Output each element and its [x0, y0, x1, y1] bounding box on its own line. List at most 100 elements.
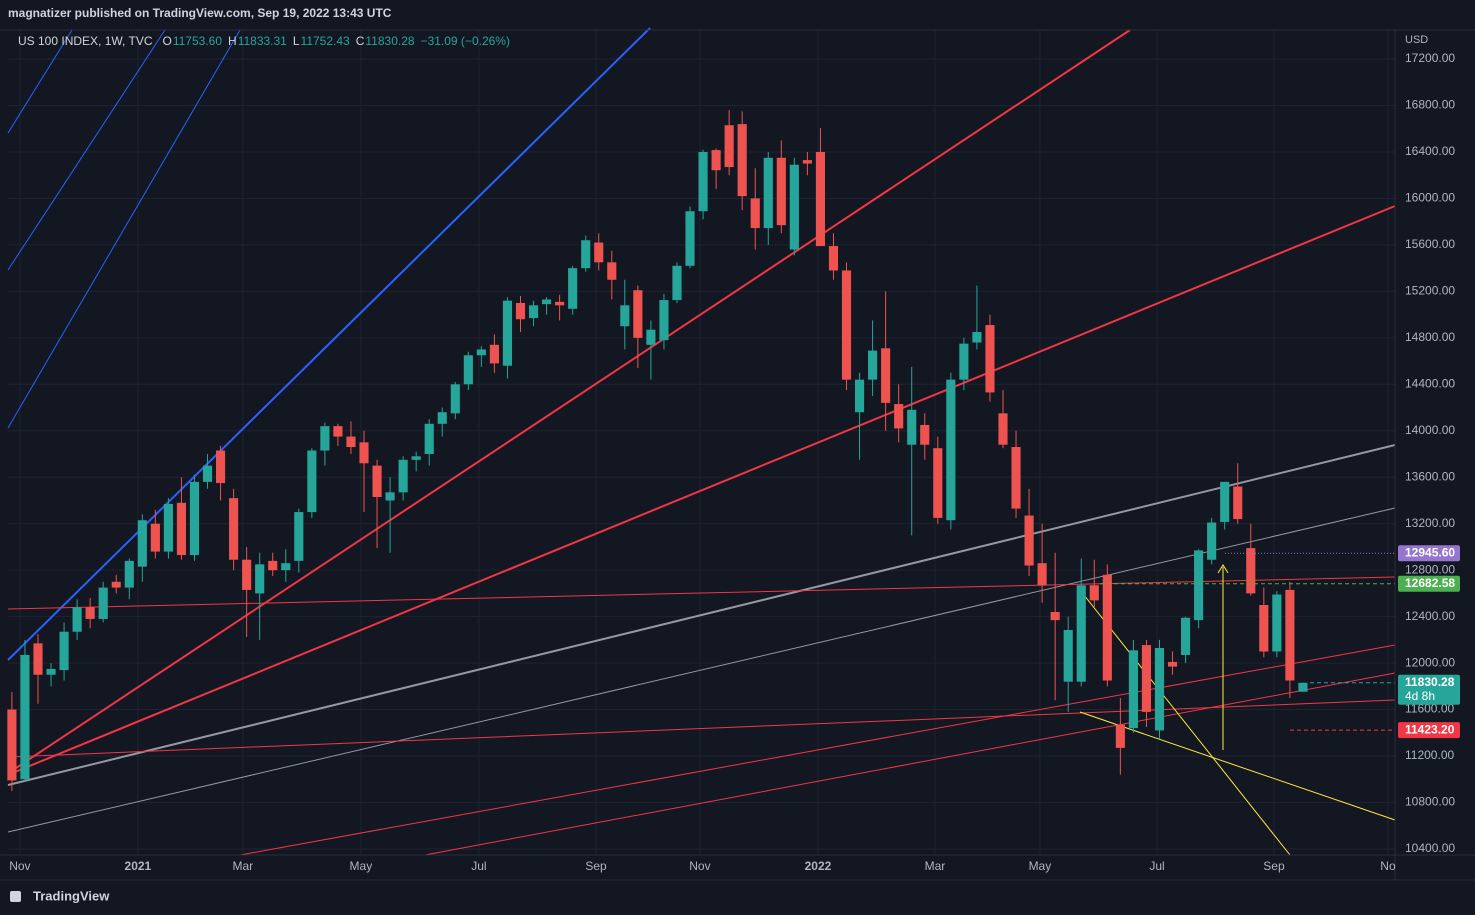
candle-body [1298, 682, 1308, 692]
candle-body [437, 412, 447, 424]
candle-body [189, 481, 200, 556]
x-tick-label: 2022 [805, 859, 832, 873]
candles [7, 110, 1308, 791]
candle-body [1024, 515, 1034, 566]
candle-body [528, 305, 539, 319]
candle-body [463, 355, 473, 385]
candle-body [894, 404, 904, 429]
brand: TradingView [33, 888, 110, 903]
candle-body [1115, 724, 1125, 748]
candle-body [20, 654, 30, 780]
candle-body [111, 581, 121, 588]
candle-body [98, 587, 108, 619]
candle-body [1272, 594, 1282, 652]
candle-body [1233, 486, 1243, 520]
y-tick-label: 13200.00 [1405, 516, 1455, 530]
y-tick-label: 13600.00 [1405, 469, 1455, 483]
axis: 10400.00 10800.00 11200.00 11600.00 12000.00… [9, 51, 1460, 873]
candle-body [581, 240, 591, 269]
price-axis [1395, 30, 1475, 880]
candle-body [763, 157, 773, 229]
candle-body [828, 246, 839, 271]
candle-body [620, 305, 630, 327]
x-tick-label: 2021 [125, 859, 152, 873]
symbol-title: US 100 INDEX, 1W, TVC [18, 34, 153, 48]
logo-icon [10, 891, 21, 902]
candle-body [672, 265, 682, 301]
candle-body [789, 164, 799, 250]
candle-body [685, 211, 695, 266]
candle-body [776, 157, 786, 226]
price-tag-label: 12682.58 [1405, 576, 1455, 590]
candle-body [1037, 563, 1047, 586]
candle-body [659, 300, 669, 341]
candle-body [1220, 481, 1230, 522]
trend-line [7, 27, 651, 661]
trend-line [7, 29, 166, 271]
y-tick-label: 15600.00 [1405, 237, 1455, 251]
candle-body [137, 520, 147, 567]
candle-body [1063, 629, 1073, 682]
candle-body [1194, 550, 1204, 621]
candle-body [920, 424, 930, 445]
trend-line [424, 672, 1396, 856]
x-tick-label: Nov [689, 859, 710, 873]
candle-body [1167, 661, 1178, 667]
candle-body [333, 426, 343, 437]
price-tag-label: 11830.28 [1405, 675, 1455, 689]
candle-body [646, 329, 656, 345]
candle-body [255, 564, 265, 594]
candle-body [268, 560, 278, 571]
overlay [1100, 552, 1395, 731]
x-tick-label: Mar [925, 859, 946, 873]
trend-line [9, 29, 1131, 773]
candle-body [33, 643, 43, 675]
candle-body [281, 563, 291, 571]
candle-body [907, 409, 917, 445]
candle-body [215, 450, 226, 484]
candle-body [1128, 650, 1138, 729]
y-tick-label: 11600.00 [1405, 702, 1454, 716]
legend-key: C [356, 34, 365, 48]
candle-body [202, 465, 213, 482]
candle-body [633, 290, 643, 338]
candle-body [1102, 574, 1112, 681]
candle-body [998, 413, 1008, 445]
candle-body [385, 492, 395, 501]
price-tag-label: 12945.60 [1405, 545, 1455, 559]
candle-body [85, 607, 95, 619]
candle-body [307, 450, 317, 513]
trend-line [7, 576, 1396, 610]
legend-value: 11830.28 [365, 34, 414, 48]
price-tag-label: 11423.20 [1405, 722, 1455, 736]
y-tick-label: 12800.00 [1405, 562, 1455, 576]
arrow-head [1217, 564, 1229, 574]
y-tick-label: 17200.00 [1405, 51, 1455, 65]
candle-body [985, 325, 995, 393]
legend-value: 11752.43 [301, 34, 350, 48]
y-tick-label: 15200.00 [1405, 284, 1455, 298]
candle-body [163, 503, 173, 552]
candle-body [1207, 522, 1217, 560]
candle-body [1141, 645, 1152, 712]
candle-body [150, 523, 160, 552]
trend-line [7, 444, 1396, 786]
candle-body [711, 150, 721, 171]
x-tick-label: May [1029, 859, 1052, 873]
candle-body [555, 301, 565, 306]
publisher: magnatizer published on TradingView.com,… [8, 6, 392, 20]
trend-line [7, 29, 241, 429]
candle-body [568, 268, 578, 309]
legend: US 100 INDEX, 1W, TVC O 11753.60 H 11833.31 L… [18, 34, 510, 48]
candle-body [229, 498, 239, 560]
candle-body [959, 343, 969, 380]
candle-body [841, 270, 852, 380]
candle-body [424, 423, 434, 455]
x-tick-label: Sep [585, 859, 607, 873]
x-tick-label: Jul [471, 859, 486, 873]
candle-body [398, 459, 408, 493]
candle-body [972, 332, 982, 343]
